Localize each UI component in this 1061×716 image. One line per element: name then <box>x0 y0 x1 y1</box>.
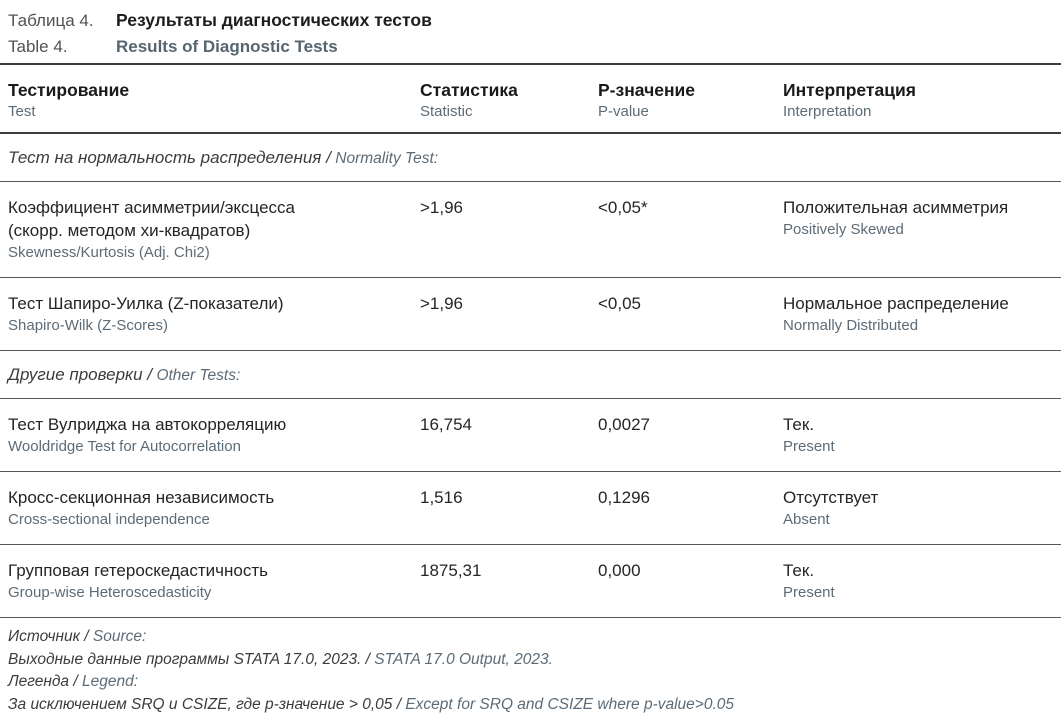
section-header-other-tests-en: Other Tests: <box>156 367 240 384</box>
table-row: Групповая гетероскедастичность Group-wis… <box>0 545 1061 617</box>
cell-p-value: <0,05 <box>598 292 783 336</box>
cell-test: Кросс-секционная независимость Cross-sec… <box>8 486 420 530</box>
cell-interpretation: Отсутствует Absent <box>783 486 1053 530</box>
interpretation-en: Positively Skewed <box>783 219 1053 240</box>
section-header-other-tests-ru: Другие проверки / <box>8 365 152 384</box>
cell-test: Групповая гетероскедастичность Group-wis… <box>8 559 420 603</box>
cell-statistic: 1875,31 <box>420 559 598 603</box>
cell-test: Тест Шапиро-Уилка (Z-показатели) Shapiro… <box>8 292 420 336</box>
cell-p-value: 0,000 <box>598 559 783 603</box>
test-name-en: Group-wise Heteroscedasticity <box>8 582 420 603</box>
column-header-p-value-en: P-value <box>598 102 783 122</box>
table-row: Кросс-секционная независимость Cross-sec… <box>0 472 1061 544</box>
table-title-en-row: Table 4. Results of Diagnostic Tests <box>8 34 1053 59</box>
interpretation-ru: Положительная асимметрия <box>783 196 1053 219</box>
column-header-p-value-ru: P-значение <box>598 78 783 102</box>
interpretation-en: Absent <box>783 509 1053 530</box>
column-header-statistic-ru: Статистика <box>420 78 598 102</box>
legend-text-ru: За исключением SRQ и CSIZE, где p-значен… <box>8 696 401 713</box>
source-label-en: Source: <box>93 628 146 645</box>
table-title-ru: Результаты диагностических тестов <box>116 7 1053 33</box>
column-header-interpretation-en: Interpretation <box>783 102 1053 122</box>
test-name-ru: Тест Вулриджа на автокорреляцию <box>8 413 340 436</box>
column-header-interpretation-ru: Интерпретация <box>783 78 1053 102</box>
cell-interpretation: Тек. Present <box>783 413 1053 457</box>
legend-label-en: Legend: <box>82 673 138 690</box>
section-header-normality-ru: Тест на нормальность распределения / <box>8 148 331 167</box>
cell-statistic: >1,96 <box>420 196 598 263</box>
column-header-test-ru: Тестирование <box>8 78 420 102</box>
table-row: Коэффициент асимметрии/эксцесса (скорр. … <box>0 182 1061 277</box>
column-header-statistic: Статистика Statistic <box>420 78 598 122</box>
source-text-en: STATA 17.0 Output, 2023. <box>374 651 553 668</box>
test-name-ru: Коэффициент асимметрии/эксцесса (скорр. … <box>8 196 340 242</box>
interpretation-ru: Отсутствует <box>783 486 1053 509</box>
table-row: Тест Шапиро-Уилка (Z-показатели) Shapiro… <box>0 278 1061 350</box>
column-header-p-value: P-значение P-value <box>598 78 783 122</box>
cell-test: Коэффициент асимметрии/эксцесса (скорр. … <box>8 196 420 263</box>
cell-statistic: 1,516 <box>420 486 598 530</box>
column-header-test-en: Test <box>8 102 420 122</box>
table-title-en: Results of Diagnostic Tests <box>116 34 1053 59</box>
cell-statistic: 16,754 <box>420 413 598 457</box>
source-text-ru: Выходные данные программы STATA 17.0, 20… <box>8 651 370 668</box>
test-name-ru: Тест Шапиро-Уилка (Z-показатели) <box>8 292 340 315</box>
interpretation-en: Present <box>783 582 1053 603</box>
table-row: Тест Вулриджа на автокорреляцию Wooldrid… <box>0 399 1061 471</box>
cell-interpretation: Тек. Present <box>783 559 1053 603</box>
source-label-line: Источник / Source: <box>8 626 1053 649</box>
cell-interpretation: Нормальное распределение Normally Distri… <box>783 292 1053 336</box>
section-header-normality-en: Normality Test: <box>335 150 438 167</box>
interpretation-en: Present <box>783 436 1053 457</box>
column-header-test: Тестирование Test <box>8 78 420 122</box>
column-header-row: Тестирование Test Статистика Statistic P… <box>0 65 1061 132</box>
test-name-ru: Кросс-секционная независимость <box>8 486 340 509</box>
test-name-ru: Групповая гетероскедастичность <box>8 559 340 582</box>
cell-p-value: 0,1296 <box>598 486 783 530</box>
interpretation-ru: Тек. <box>783 559 1053 582</box>
source-label-ru: Источник / <box>8 628 89 645</box>
legend-text-line: За исключением SRQ и CSIZE, где p-значен… <box>8 694 1053 716</box>
test-name-en: Skewness/Kurtosis (Adj. Chi2) <box>8 242 420 263</box>
section-header-other-tests: Другие проверки / Other Tests: <box>0 351 1061 398</box>
section-header-normality: Тест на нормальность распределения / Nor… <box>0 134 1061 181</box>
test-name-en: Cross-sectional independence <box>8 509 420 530</box>
legend-label-ru: Легенда / <box>8 673 78 690</box>
source-text-line: Выходные данные программы STATA 17.0, 20… <box>8 649 1053 672</box>
table-number-en: Table 4. <box>8 34 116 59</box>
column-header-statistic-en: Statistic <box>420 102 598 122</box>
interpretation-ru: Тек. <box>783 413 1053 436</box>
cell-interpretation: Положительная асимметрия Positively Skew… <box>783 196 1053 263</box>
table-title-ru-row: Таблица 4. Результаты диагностических те… <box>8 7 1053 34</box>
cell-p-value: 0,0027 <box>598 413 783 457</box>
test-name-en: Wooldridge Test for Autocorrelation <box>8 436 420 457</box>
test-name-en: Shapiro-Wilk (Z-Scores) <box>8 315 420 336</box>
table-number-ru: Таблица 4. <box>8 8 116 34</box>
legend-text-en: Except for SRQ and CSIZE where p-value>0… <box>405 696 734 713</box>
legend-label-line: Легенда / Legend: <box>8 671 1053 694</box>
table-title-block: Таблица 4. Результаты диагностических те… <box>0 0 1061 63</box>
column-header-interpretation: Интерпретация Interpretation <box>783 78 1053 122</box>
cell-test: Тест Вулриджа на автокорреляцию Wooldrid… <box>8 413 420 457</box>
interpretation-en: Normally Distributed <box>783 315 1053 336</box>
cell-p-value: <0,05* <box>598 196 783 263</box>
interpretation-ru: Нормальное распределение <box>783 292 1053 315</box>
cell-statistic: >1,96 <box>420 292 598 336</box>
table-notes: Источник / Source: Выходные данные прогр… <box>0 618 1061 716</box>
